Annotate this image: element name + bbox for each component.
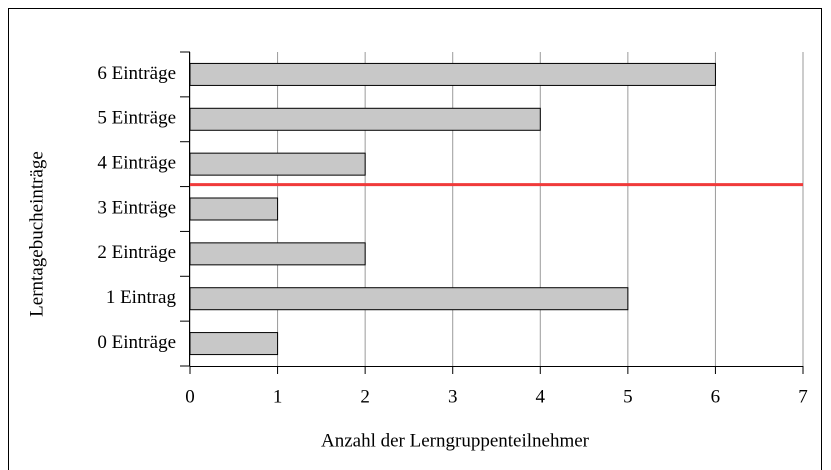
y-tick-label: 6 Einträge — [97, 63, 176, 84]
bar — [189, 242, 366, 266]
x-tick-label: 4 — [536, 386, 546, 407]
y-tick-label: 2 Einträge — [97, 242, 176, 263]
y-tick-label: 3 Einträge — [97, 197, 176, 218]
x-tick-label: 6 — [711, 386, 721, 407]
bar — [189, 107, 541, 131]
bar — [189, 332, 279, 356]
bar — [189, 62, 716, 86]
bar — [189, 287, 629, 311]
y-tick-label: 5 Einträge — [97, 108, 176, 129]
x-tick-label: 0 — [185, 386, 195, 407]
frame — [8, 8, 822, 470]
y-tick-label: 1 Eintrag — [106, 287, 177, 308]
x-tick-label: 3 — [448, 386, 458, 407]
bar — [189, 197, 279, 221]
x-axis-title: Anzahl der Lerngruppenteilnehmer — [321, 430, 590, 451]
y-tick-label: 4 Einträge — [97, 153, 176, 174]
bar — [189, 152, 366, 176]
x-tick-label: 5 — [623, 386, 633, 407]
y-axis-title: Lerntagebucheinträge — [26, 151, 47, 317]
x-tick-label: 2 — [360, 386, 370, 407]
y-tick-label: 0 Einträge — [97, 332, 176, 353]
x-tick-label: 1 — [273, 386, 283, 407]
x-tick-label: 7 — [798, 386, 808, 407]
